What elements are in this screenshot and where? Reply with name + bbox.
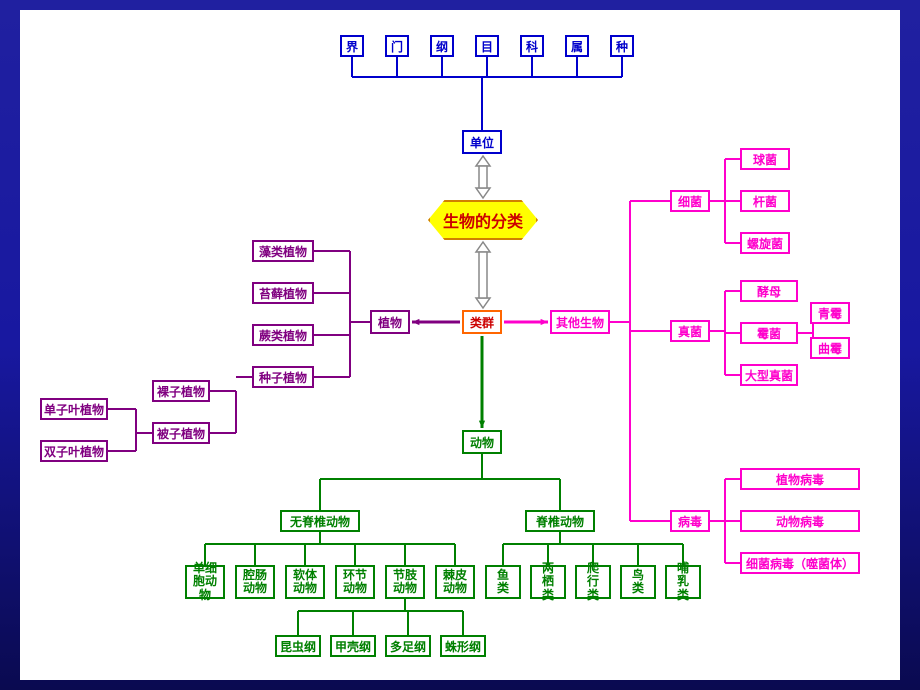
- bact-type-2: 螺旋菌: [740, 232, 790, 254]
- vert-type-1: 两栖类: [530, 565, 566, 599]
- diagram-canvas: 界门纲目科属种单位生物的分类类群 植物 其他生物动物 藻类植物苔藓植物蕨类植物种子植物…: [20, 10, 900, 680]
- invert-box: 无脊椎动物: [280, 510, 360, 532]
- bact-type-1: 杆菌: [740, 190, 790, 212]
- taxonomy-2: 纲: [430, 35, 454, 57]
- virus-type-0: 植物病毒: [740, 468, 860, 490]
- plant-type-3: 种子植物: [252, 366, 314, 388]
- angio-sub-1: 双子叶植物: [40, 440, 108, 462]
- virus-type-2: 细菌病毒（噬菌体）: [740, 552, 860, 574]
- center-hex: 生物的分类: [428, 200, 538, 240]
- bacteria-box: 细菌: [670, 190, 710, 212]
- fungi-type-2: 大型真菌: [740, 364, 798, 386]
- fungi-type-1: 霉菌: [740, 322, 798, 344]
- vert-type-2: 爬行类: [575, 565, 611, 599]
- group-box: 类群: [462, 310, 502, 334]
- taxonomy-6: 种: [610, 35, 634, 57]
- angio-sub-0: 单子叶植物: [40, 398, 108, 420]
- virus-box: 病毒: [670, 510, 710, 532]
- arthro-sub-3: 蛛形纲: [440, 635, 486, 657]
- other-box: 其他生物: [550, 310, 610, 334]
- plant-type-2: 蕨类植物: [252, 324, 314, 346]
- invert-type-0: 单细胞动物: [185, 565, 225, 599]
- virus-type-1: 动物病毒: [740, 510, 860, 532]
- invert-type-4: 节肢动物: [385, 565, 425, 599]
- arthro-sub-2: 多足纲: [385, 635, 431, 657]
- taxonomy-0: 界: [340, 35, 364, 57]
- taxonomy-5: 属: [565, 35, 589, 57]
- vert-type-3: 鸟类: [620, 565, 656, 599]
- fungi-type-0: 酵母: [740, 280, 798, 302]
- plant-box: 植物: [370, 310, 410, 334]
- arthro-sub-0: 昆虫纲: [275, 635, 321, 657]
- fungi-box: 真菌: [670, 320, 710, 342]
- invert-type-1: 腔肠动物: [235, 565, 275, 599]
- mold-sub-1: 曲霉: [810, 337, 850, 359]
- seed-sub-1: 被子植物: [152, 422, 210, 444]
- invert-type-3: 环节动物: [335, 565, 375, 599]
- vert-type-4: 哺乳类: [665, 565, 701, 599]
- plant-type-1: 苔藓植物: [252, 282, 314, 304]
- vert-type-0: 鱼类: [485, 565, 521, 599]
- taxonomy-1: 门: [385, 35, 409, 57]
- taxonomy-4: 科: [520, 35, 544, 57]
- mold-sub-0: 青霉: [810, 302, 850, 324]
- bact-type-0: 球菌: [740, 148, 790, 170]
- invert-type-5: 棘皮动物: [435, 565, 475, 599]
- vert-box: 脊椎动物: [525, 510, 595, 532]
- unit-box: 单位: [462, 130, 502, 154]
- animal-box: 动物: [462, 430, 502, 454]
- seed-sub-0: 裸子植物: [152, 380, 210, 402]
- plant-type-0: 藻类植物: [252, 240, 314, 262]
- invert-type-2: 软体动物: [285, 565, 325, 599]
- taxonomy-3: 目: [475, 35, 499, 57]
- arthro-sub-1: 甲壳纲: [330, 635, 376, 657]
